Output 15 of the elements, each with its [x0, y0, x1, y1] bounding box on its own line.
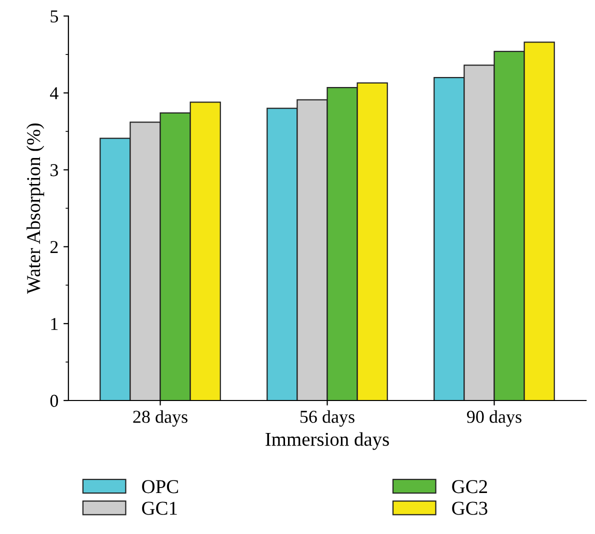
y-tick-label: 0	[50, 394, 58, 407]
x-tick-label: 56 days	[300, 410, 354, 427]
y-tick-label: 4	[50, 87, 58, 100]
y-tick-label: 2	[50, 241, 58, 253]
legend-label: GC2	[452, 480, 487, 494]
x-tick-label: 28 days	[133, 410, 188, 427]
y-tick-label: 5	[50, 10, 58, 22]
legend-label: GC1	[142, 502, 177, 515]
x-tick-label: 90 days	[466, 410, 522, 427]
legend-label: OPC	[142, 480, 178, 494]
y-tick-label: 1	[51, 318, 58, 330]
y-axis-title: Water Absorption (%)	[26, 123, 44, 294]
y-tick-label: 3	[50, 164, 58, 176]
x-axis-title: Immersion days	[266, 432, 389, 450]
legend-label: GC3	[452, 502, 488, 515]
